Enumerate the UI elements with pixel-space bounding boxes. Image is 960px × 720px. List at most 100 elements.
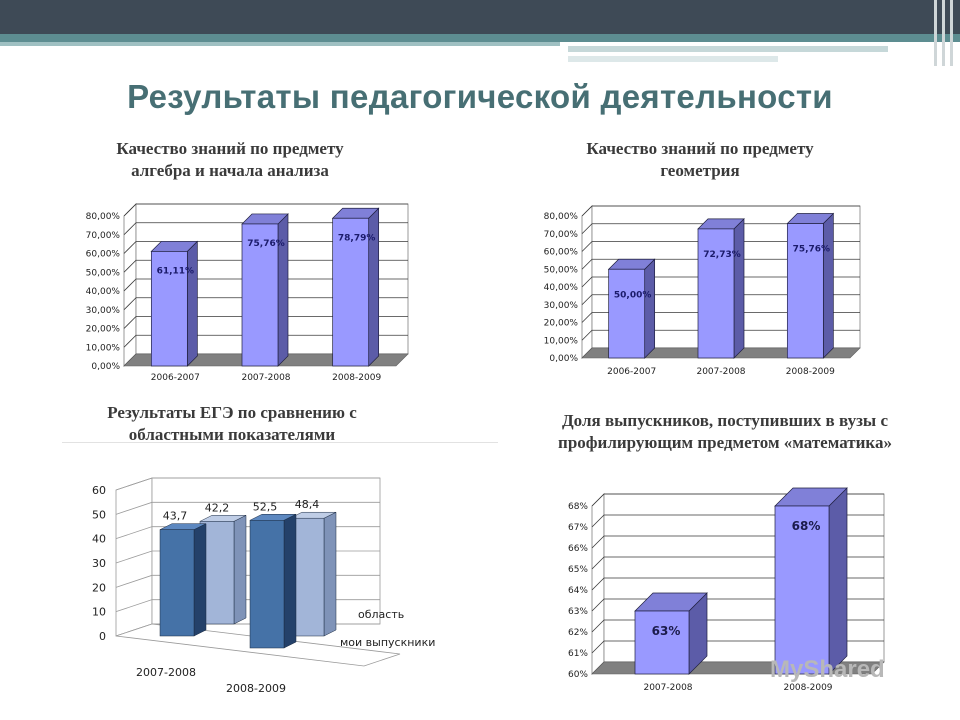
bar [608,268,646,359]
data-label: 75,76% [793,245,831,255]
banner-vertical-lines [930,0,960,66]
chart-title-ege: Результаты ЕГЭ по сравнению с областными… [62,402,402,446]
chart-title-algebra: Качество знаний по предмету алгебра и на… [60,138,400,182]
y-tick-label: 40 [92,533,106,546]
y-tick-label: 50,00% [544,265,579,275]
gridline [115,501,380,515]
y-tick-label: 30 [92,557,106,570]
data-label: 43,7 [163,510,188,523]
gridline [123,334,408,348]
y-tick-label: 61% [568,649,588,659]
y-tick-label: 20 [92,581,106,594]
x-tick-label: 2008-2009 [332,373,381,383]
y-tick-label: 20,00% [544,319,579,329]
gridline [581,312,860,323]
chart-title-university: Доля выпускников, поступивших в вузы с п… [500,410,950,454]
gridline [581,258,860,270]
banner-stripe [568,46,888,52]
gridline [581,329,860,341]
gridline [123,222,408,236]
bar-side [283,513,297,649]
chart-title-line: профилирующим предметом «математика» [558,433,892,452]
legend-label: мои выпускники [340,636,435,649]
y-tick-label: 60 [92,484,106,497]
y-tick-label: 0,00% [91,362,120,372]
page-title: Результаты педагогической деятельности [127,78,833,115]
y-tick-label: 30,00% [86,306,121,316]
x-tick-label: 2006-2007 [607,367,656,377]
y-tick-label: 40,00% [544,283,579,293]
top-banner [0,0,960,34]
gridline [581,276,860,288]
y-tick-label: 30,00% [544,301,579,311]
chart-title-line: геометрия [660,161,740,180]
y-tick-label: 63% [568,607,588,617]
data-label: 48,4 [295,498,320,511]
data-label: 63% [652,624,681,638]
gridline [123,278,408,292]
data-label: 75,76% [247,239,285,249]
chart-title-line: Доля выпускников, поступивших в вузы с [561,411,888,430]
y-tick-label: 66% [568,544,588,554]
watermark: MyShared [770,656,885,683]
chart-title-line: Качество знаний по предмету [116,139,344,158]
bar-side [828,487,848,675]
gridline [123,316,408,329]
chart-title-geometry: Качество знаний по предмету геометрия [530,138,870,182]
bar [249,520,285,649]
y-tick-label: 40,00% [86,287,121,297]
chart-title-line: Качество знаний по предмету [586,139,814,158]
bar-side [644,258,656,359]
gridline [123,203,408,217]
y-tick-label: 80,00% [544,212,579,222]
bar-side [277,213,289,367]
gridline [123,259,408,273]
chart-algebra: 0,00% 10,00% 20,00% 30,00% 40,00% 50,00% 60,00… [86,203,409,383]
y-tick-label: 70,00% [544,230,579,240]
y-tick-label: 67% [568,523,588,533]
data-label: 61,11% [157,266,195,276]
y-tick-label: 50 [92,508,106,521]
gridline [581,205,860,217]
bar [241,223,279,367]
bar [786,223,824,359]
bar-side [822,212,834,359]
y-tick-label: 10,00% [86,343,121,353]
y-tick-label: 50,00% [86,268,121,278]
y-tick-label: 10 [92,606,106,619]
banner-stripe [568,56,778,62]
bar [332,217,370,367]
bar-side [193,523,207,637]
bar-side [733,218,745,359]
chart-ege: 0 10 20 30 40 50 60 42,2 48,4 43,7 52,5 2007-2008 20… [92,477,435,695]
bar-side [186,240,198,367]
bar-side [368,207,380,367]
y-tick-label: 60,00% [544,248,579,258]
x-tick-label: 2008-2009 [786,367,835,377]
y-tick-label: 60% [568,670,588,680]
x-tick-label: 2007-2008 [136,666,196,679]
x-tick-label: 2007-2008 [241,373,290,383]
gridline [581,294,860,306]
data-label: 52,5 [253,500,278,513]
gridline [581,241,860,252]
legend-label: область [358,608,404,621]
x-tick-label: 2007-2008 [643,683,692,693]
x-tick-label: 2008-2009 [226,682,286,695]
data-label: 50,00% [614,290,652,300]
chart-geometry: 0,00% 10,00% 20,00% 30,00% 40,00% 50,00% 60,00… [544,205,861,377]
x-tick-label: 2008-2009 [783,683,832,693]
banner-stripe [0,42,560,46]
y-tick-label: 65% [568,565,588,575]
y-tick-label: 0 [99,630,106,643]
y-tick-label: 0,00% [549,354,578,364]
gridline [123,241,408,254]
data-label: 68% [792,519,821,533]
banner-stripe [0,34,960,42]
bar [159,529,195,637]
bar [774,505,830,675]
y-tick-label: 62% [568,628,588,638]
y-tick-label: 20,00% [86,325,121,335]
data-label: 72,73% [703,250,741,260]
data-label: 78,79% [338,233,376,243]
